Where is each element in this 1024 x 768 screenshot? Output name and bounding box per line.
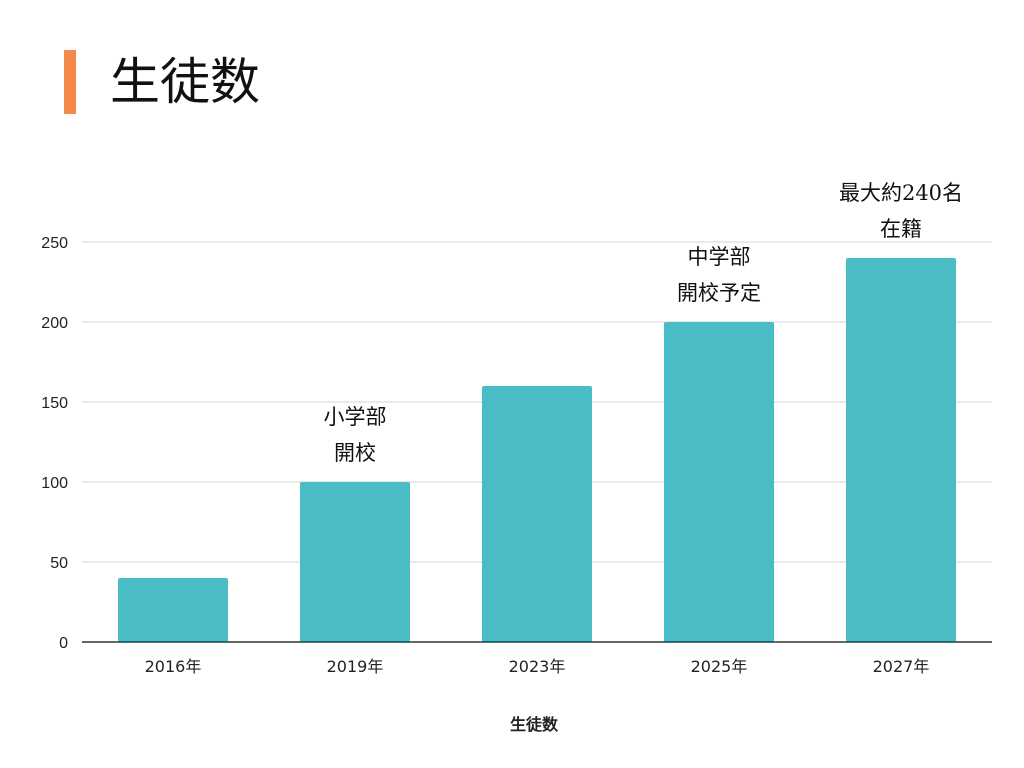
annotation-label: 開校 <box>334 441 376 465</box>
annotation-label: 開校予定 <box>677 281 761 305</box>
annotation-label: 在籍 <box>880 217 922 241</box>
annotation-label: 小学部 <box>324 405 387 429</box>
bar-layer <box>118 258 956 642</box>
page-title: 生徒数 <box>110 53 260 111</box>
y-tick-label: 50 <box>50 555 68 572</box>
axis-layer: 0 50 100 150 200 250 2016年 2019年 2023年 2025年 2027年… <box>41 235 992 734</box>
y-tick-label: 200 <box>41 315 68 332</box>
x-tick-label: 2023年 <box>509 657 566 676</box>
y-tick-label: 250 <box>41 235 68 252</box>
x-tick-label: 2016年 <box>145 657 202 676</box>
bar-2023年 <box>482 386 592 642</box>
annotation-label: 中学部 <box>688 245 751 269</box>
title-accent-bar <box>64 50 76 114</box>
bar-2025年 <box>664 322 774 642</box>
y-tick-label: 0 <box>59 635 68 652</box>
y-tick-label: 100 <box>41 475 68 492</box>
x-tick-label: 2019年 <box>327 657 384 676</box>
bar-2019年 <box>300 482 410 642</box>
x-tick-label: 2025年 <box>691 657 748 676</box>
x-axis-title: 生徒数 <box>510 715 559 734</box>
annotation-label: 最大約240名 <box>839 181 963 205</box>
bar-2027年 <box>846 258 956 642</box>
y-tick-label: 150 <box>41 395 68 412</box>
bar-2016年 <box>118 578 228 642</box>
x-tick-label: 2027年 <box>873 657 930 676</box>
